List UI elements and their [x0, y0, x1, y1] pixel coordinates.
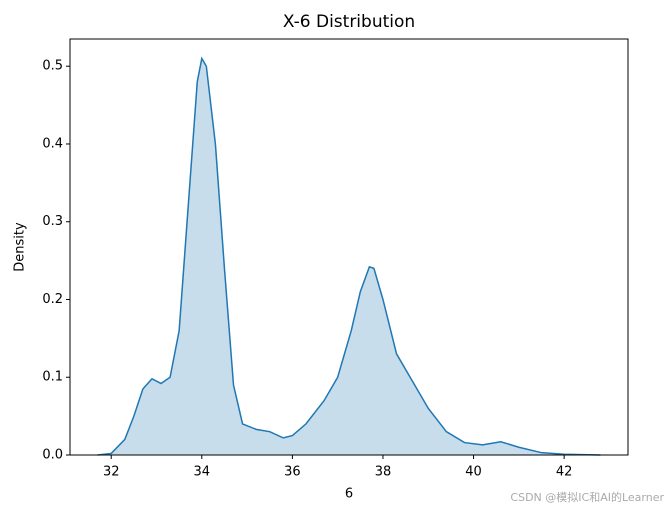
x-axis-label: 6	[345, 487, 353, 502]
y-axis-label: Density	[13, 222, 28, 272]
x-tick-label: 34	[194, 465, 211, 480]
density-line	[97, 56, 601, 456]
x-tick-label: 32	[103, 465, 120, 480]
y-tick-label: 0.2	[42, 292, 63, 307]
x-tick-label: 36	[284, 465, 301, 480]
y-tick-label: 0.0	[42, 448, 63, 463]
x-tick-label: 42	[556, 465, 573, 480]
y-tick-label: 0.5	[42, 59, 63, 74]
chart-title: X-6 Distribution	[283, 12, 415, 32]
watermark: CSDN @模拟IC和AI的Learner	[510, 490, 664, 504]
y-tick-label: 0.3	[42, 214, 63, 229]
x-tick-label: 40	[465, 465, 482, 480]
x-tick-label: 38	[375, 465, 392, 480]
y-tick-label: 0.1	[42, 370, 63, 385]
plot-frame	[69, 38, 629, 456]
density-area	[97, 58, 601, 456]
y-tick-label: 0.4	[42, 136, 63, 151]
